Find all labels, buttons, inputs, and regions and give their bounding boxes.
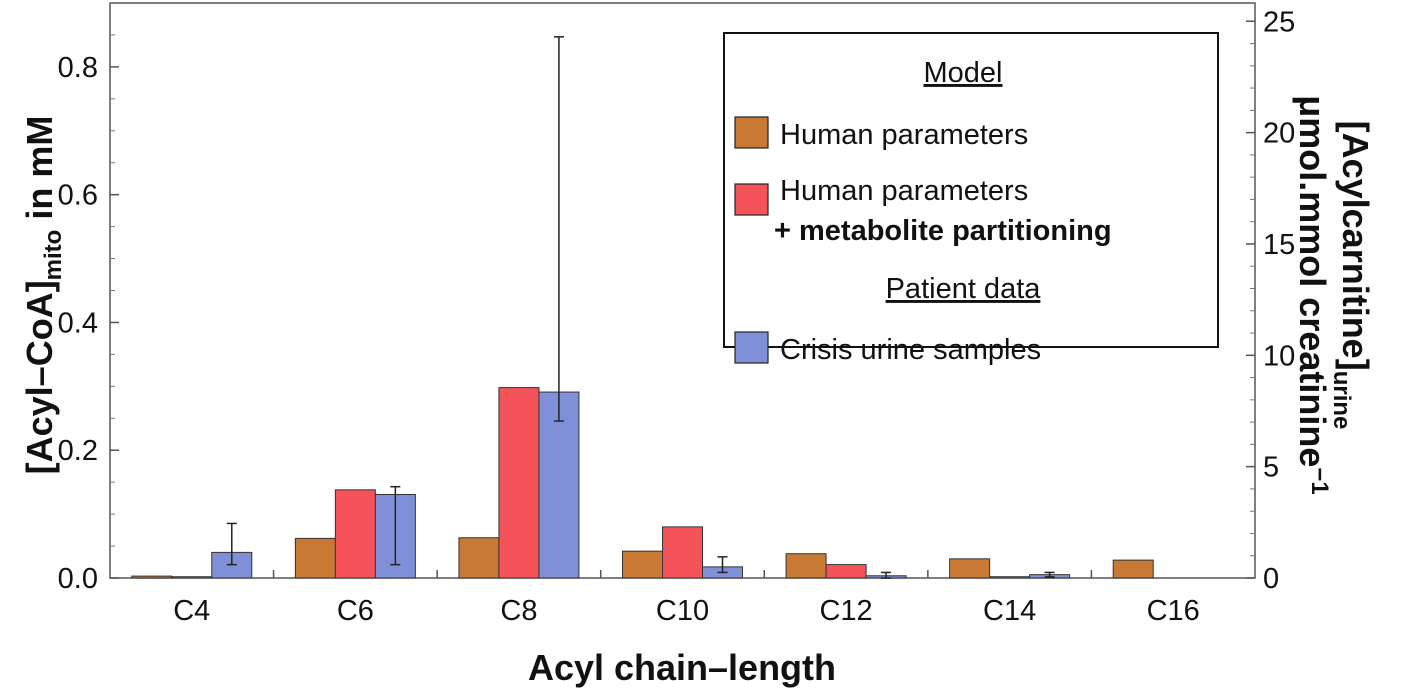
legend-box [723,32,1219,348]
x-tick-label: C10 [656,595,709,627]
x-tick-label: C8 [500,595,537,627]
legend-heading-model: Model [924,57,1003,89]
legend-label-partitioning-line2: + metabolite partitioning [774,215,1112,247]
y-axis-left-title-unit: in mM [19,116,60,230]
error-bars [226,36,1055,579]
y-axis-left-title: [Acyl–CoA]mito in mM [19,116,67,475]
legend-label-urine: Crisis urine samples [780,334,1041,366]
bar-c12-series1 [785,553,827,579]
y-right-tick-label: 20 [1263,118,1295,150]
right-axis-ticks: 0 5 10 15 20 25 [1246,6,1295,595]
y-right-tick-label: 0 [1263,563,1279,595]
x-axis-ticks: C4 C6 C8 C10 C12 C14 C16 [173,570,1200,627]
legend-label-human: Human parameters [780,119,1028,151]
y-left-tick-label: 0.6 [58,180,98,212]
bar-c12-series2 [825,564,867,579]
x-axis-title: Acyl chain–length [528,647,836,688]
y-axis-right-title-main: [Acylcarnitine] [1335,121,1376,371]
left-axis-ticks: 0.0 0.2 0.4 0.6 0.8 [58,34,119,595]
legend-heading-patient: Patient data [886,273,1042,305]
y-axis-right-title-sup: −1 [1306,467,1333,494]
legend-swatch-partitioning [734,183,769,216]
y-axis-right-title-line1: [Acylcarnitine]urine [1328,121,1376,430]
bar-c8-series1 [458,537,500,579]
y-right-tick-label: 5 [1263,452,1279,484]
x-tick-label: C14 [983,595,1036,627]
x-tick-label: C12 [819,595,872,627]
bar-c6-series2 [334,489,376,579]
bar-c14-series2 [989,576,1031,579]
y-right-tick-label: 15 [1263,229,1295,261]
bar-c14-series1 [949,558,991,579]
x-tick-label: C6 [337,595,374,627]
bar-c6-series1 [294,537,336,579]
x-tick-label: C4 [173,595,210,627]
legend-label-partitioning-line1: Human parameters [780,175,1028,207]
bar-c8-series3 [538,391,580,579]
y-right-tick-label: 25 [1263,6,1295,38]
y-left-tick-label: 0.2 [58,435,98,467]
x-tick-label: C16 [1147,595,1200,627]
y-axis-right-title-sub: urine [1328,371,1355,430]
y-axis-left-title-sub: mito [40,230,67,281]
y-left-tick-label: 0.8 [58,52,98,84]
bar-c8-series2 [498,387,540,579]
bar-c4-series1 [131,575,173,579]
legend-swatch-human [734,116,769,149]
bar-c10-series1 [622,550,663,579]
y-axis-left-title-main: [Acyl–CoA] [19,280,60,474]
y-left-tick-label: 0.4 [58,307,98,339]
y-left-tick-label: 0.0 [58,563,98,595]
y-axis-right-title-unit: μmol.mmol creatinine [1292,95,1333,467]
y-axis-right-title-line2: μmol.mmol creatinine−1 [1292,95,1333,495]
y-right-tick-label: 10 [1263,340,1295,372]
bar-c4-series2 [171,576,213,579]
legend: Model Human parameters Human parameters … [723,32,1219,366]
legend-swatch-urine [734,331,769,364]
bar-c10-series2 [662,526,703,579]
bar-c16-series1 [1112,559,1154,579]
